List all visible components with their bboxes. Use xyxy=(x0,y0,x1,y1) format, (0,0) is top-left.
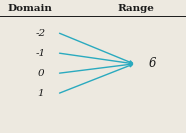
Text: 6: 6 xyxy=(149,57,156,70)
Text: Domain: Domain xyxy=(7,4,52,13)
Text: 0: 0 xyxy=(38,69,44,78)
Text: -1: -1 xyxy=(36,49,46,58)
Text: -2: -2 xyxy=(36,29,46,38)
Text: 1: 1 xyxy=(38,89,44,98)
Text: Range: Range xyxy=(117,4,154,13)
